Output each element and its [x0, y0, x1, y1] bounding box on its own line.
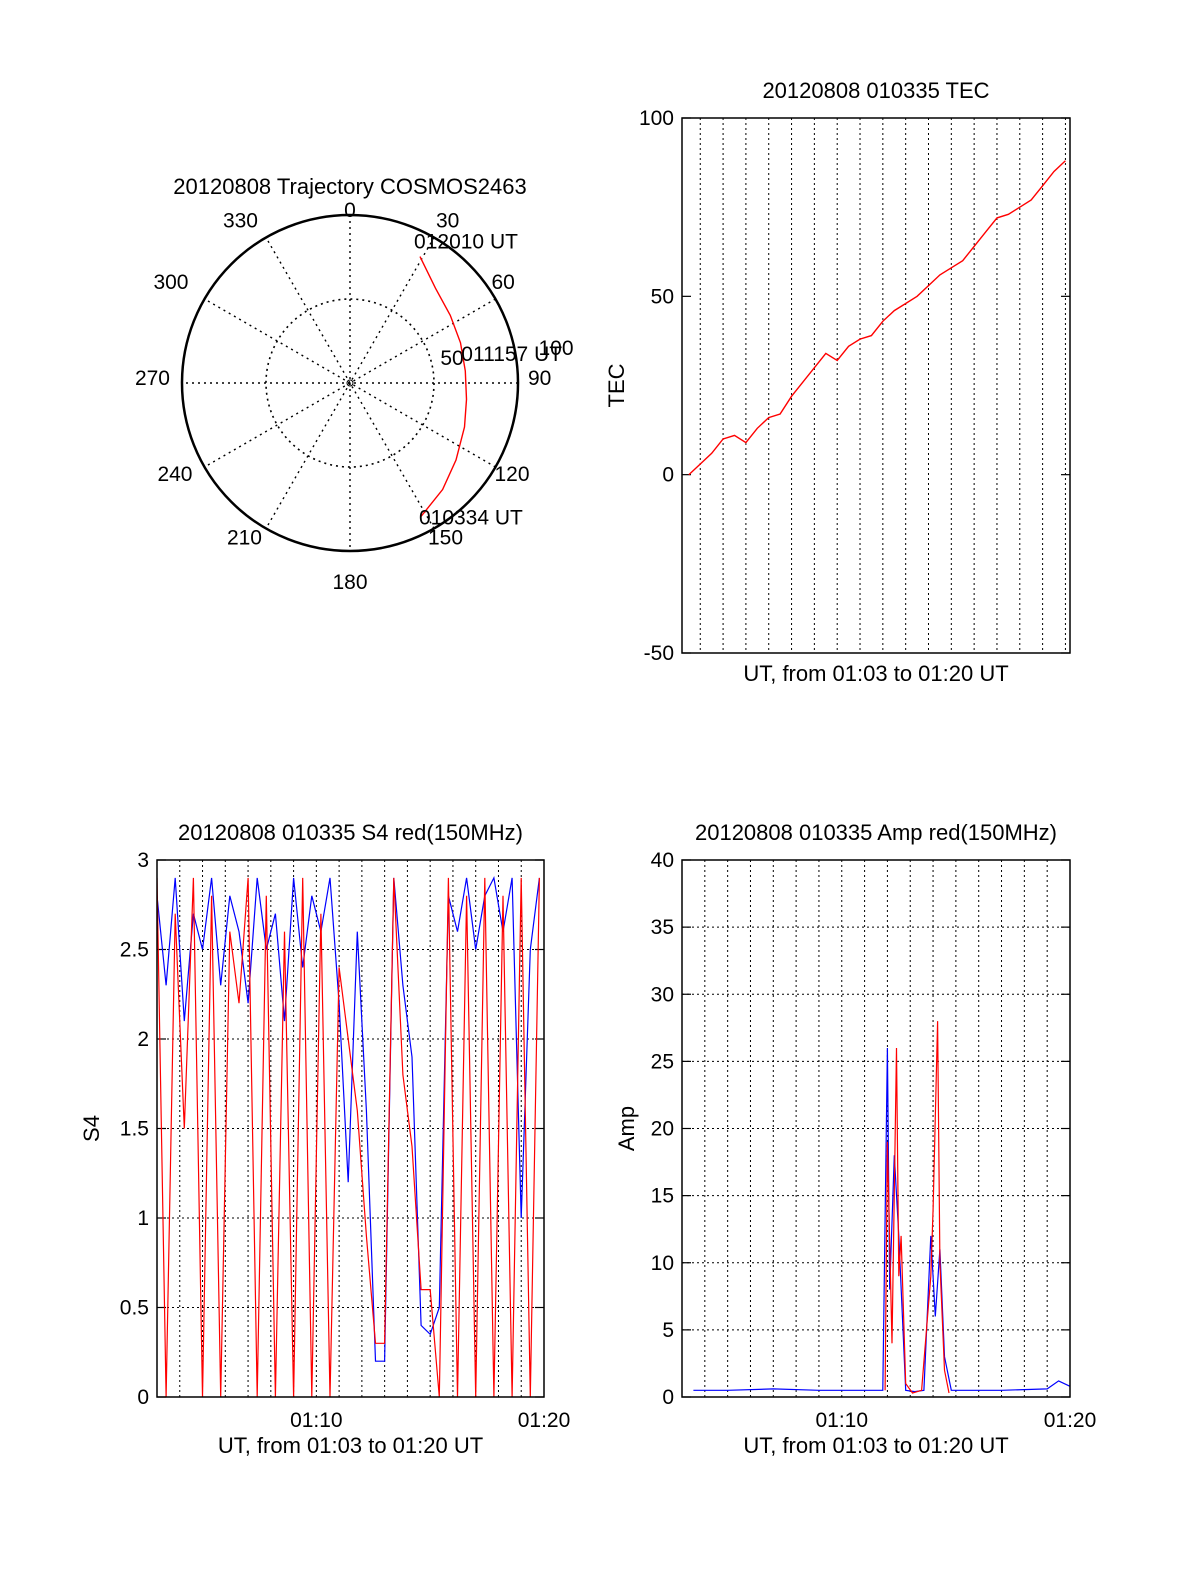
plot-frame — [681, 859, 1071, 1398]
polar-annotation: 011157 UT — [461, 343, 562, 366]
y-axis-label: TEC — [604, 363, 629, 407]
polar-annotation: 012010 UT — [414, 231, 518, 254]
polar-angle-label: 150 — [428, 526, 463, 549]
y-tick-label: 50 — [651, 285, 674, 308]
series-line — [693, 1047, 1070, 1393]
x-tick-label: 01:20 — [518, 1409, 571, 1432]
x-tick-label: 01:10 — [290, 1409, 343, 1432]
y-axis-label: S4 — [79, 1115, 104, 1142]
series-line — [157, 876, 540, 1362]
panel-title: 20120808 010335 Amp red(150MHz) — [695, 820, 1057, 845]
x-axis-label: UT, from 01:03 to 01:20 UT — [743, 1433, 1008, 1458]
y-tick-label: 5 — [662, 1319, 674, 1342]
x-axis-label: UT, from 01:03 to 01:20 UT — [743, 661, 1008, 686]
y-tick-label: 0 — [137, 1386, 149, 1409]
x-axis-label: UT, from 01:03 to 01:20 UT — [218, 1433, 483, 1458]
panel-title: 20120808 010335 TEC — [762, 78, 989, 103]
polar-center-mark — [346, 379, 354, 387]
polar-angle-label: 240 — [157, 463, 192, 486]
plot-frame — [156, 859, 545, 1398]
tec-panel: 20120808 010335 TEC -50 0 50 100 UT, from 01:… — [604, 78, 1071, 686]
y-tick-label: 100 — [639, 107, 674, 130]
x-tick-label: 01:20 — [1044, 1409, 1097, 1432]
polar-angle-label: 300 — [153, 271, 188, 294]
polar-angle-label: 0 — [344, 199, 356, 222]
series-line — [884, 1021, 950, 1394]
y-tick-label: 1 — [137, 1207, 149, 1230]
y-tick-label: 0 — [662, 1386, 674, 1409]
plot-frame — [681, 117, 1071, 654]
s4-panel: 20120808 010335 S4 red(150MHz) 0 0.5 1 1.5 2 2… — [79, 820, 570, 1458]
polar-angle-label: 330 — [223, 210, 258, 233]
polar-angle-label: 120 — [494, 463, 529, 486]
amp-panel: 20120808 010335 Amp red(150MHz) 0 5 10 15 20 2… — [614, 820, 1096, 1458]
polar-angle-label: 60 — [491, 271, 514, 294]
y-tick-label: 10 — [651, 1252, 674, 1275]
y-tick-label: 0 — [662, 464, 674, 487]
series-line — [157, 877, 540, 1397]
polar-angle-label: 90 — [528, 367, 551, 390]
polar-annotation: 010334 UT — [419, 507, 523, 530]
y-tick-label: 0.5 — [120, 1297, 149, 1320]
y-tick-label: 3 — [137, 849, 149, 872]
polar-angle-label: 210 — [227, 526, 262, 549]
y-tick-label: 15 — [651, 1185, 674, 1208]
polar-angle-label: 180 — [332, 571, 367, 594]
polar-radial-label: 100 — [538, 337, 573, 360]
polar-radial-label: 50 — [440, 347, 463, 370]
y-tick-label: 20 — [651, 1118, 674, 1141]
polar-title: 20120808 Trajectory COSMOS2463 — [173, 174, 526, 199]
polar-angle-label: 270 — [135, 367, 170, 390]
polar-spoke — [265, 237, 435, 529]
x-tick-label: 01:10 — [815, 1409, 868, 1432]
y-axis-label: Amp — [614, 1106, 639, 1151]
panel-title: 20120808 010335 S4 red(150MHz) — [178, 820, 523, 845]
y-tick-label: 2 — [137, 1028, 149, 1051]
y-tick-label: 40 — [651, 849, 674, 872]
y-tick-label: 35 — [651, 916, 674, 939]
y-tick-label: -50 — [644, 642, 674, 665]
y-tick-label: 30 — [651, 983, 674, 1006]
y-tick-label: 25 — [651, 1050, 674, 1073]
polar-angle-label: 30 — [436, 210, 459, 233]
series-line — [688, 160, 1066, 476]
y-tick-label: 1.5 — [120, 1118, 149, 1141]
polar-trajectory-line — [419, 256, 468, 517]
y-tick-label: 2.5 — [120, 939, 149, 962]
